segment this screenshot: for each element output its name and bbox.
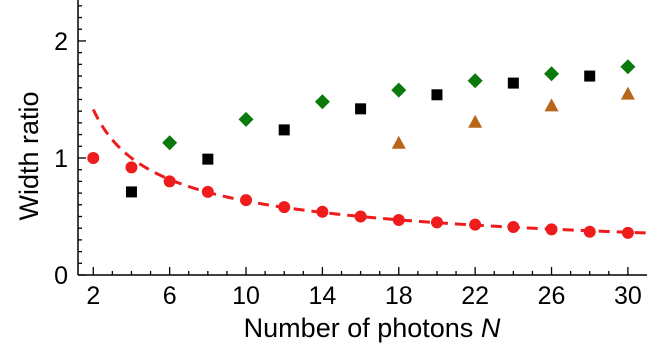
data-point-square <box>202 153 214 165</box>
x-tick-label: 18 <box>385 282 413 310</box>
data-point-circle <box>163 175 176 188</box>
data-point-circle <box>430 216 443 229</box>
fit-curve <box>91 108 647 235</box>
data-point-circle <box>354 210 367 223</box>
data-point-diamond <box>620 59 636 75</box>
data-point-diamond <box>467 73 483 89</box>
data-point-circle <box>545 223 558 236</box>
data-point-circle <box>583 225 596 238</box>
data-point-square <box>125 186 137 198</box>
data-point-diamond <box>391 82 407 98</box>
x-axis-label-variable: N <box>481 313 501 343</box>
y-tick-label: 0 <box>54 262 68 290</box>
x-tick-label: 2 <box>86 282 100 310</box>
data-point-circle <box>201 185 214 198</box>
data-point-triangle <box>391 135 406 149</box>
data-point-square <box>278 124 290 136</box>
data-point-triangle <box>544 98 559 112</box>
x-tick-label: 6 <box>163 282 177 310</box>
data-point-circle <box>125 161 138 174</box>
x-axis-label: Number of photons N <box>244 313 501 343</box>
data-point-square <box>355 103 367 115</box>
data-point-circle <box>278 201 291 214</box>
data-point-triangle <box>620 86 635 100</box>
data-point-circle <box>621 226 634 239</box>
x-axis-label-text: Number of photons <box>244 313 481 343</box>
data-point-circle <box>87 151 100 164</box>
data-point-circle <box>240 194 253 207</box>
data-point-square <box>431 89 443 101</box>
data-point-circle <box>392 214 405 226</box>
y-axis-label: Width ratio <box>14 91 44 220</box>
axes <box>77 0 647 276</box>
x-tick-label: 30 <box>614 282 642 310</box>
x-tick-label: 22 <box>461 282 489 310</box>
data-point-square <box>584 70 596 82</box>
data-point-diamond <box>162 135 178 151</box>
data-points-layer <box>87 59 636 239</box>
data-point-diamond <box>238 111 254 127</box>
y-tick-label: 2 <box>54 28 68 56</box>
data-point-triangle <box>468 114 483 128</box>
y-tick-label: 1 <box>54 145 68 173</box>
data-point-circle <box>316 205 329 218</box>
data-point-square <box>507 77 519 89</box>
data-point-circle <box>507 221 520 234</box>
data-point-diamond <box>544 66 560 82</box>
x-tick-label: 14 <box>308 282 336 310</box>
fit-curve-layer <box>91 108 647 235</box>
x-tick-label: 26 <box>538 282 566 310</box>
data-point-circle <box>469 218 482 231</box>
x-tick-label: 10 <box>232 282 260 310</box>
data-point-diamond <box>314 94 330 110</box>
